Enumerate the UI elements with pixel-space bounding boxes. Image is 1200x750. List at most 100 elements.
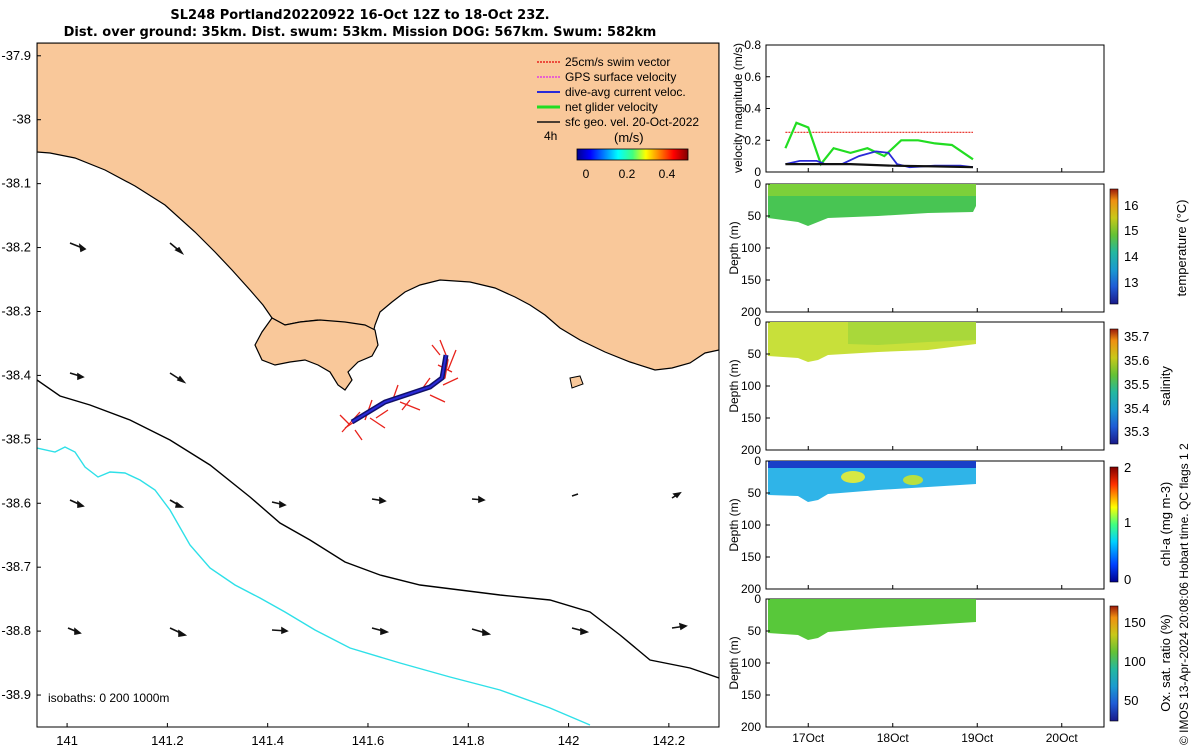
lon-tick-label: 141.4 (251, 733, 284, 748)
depth-tick-label: 50 (748, 347, 762, 361)
depth-ylabel: Depth (m) (728, 498, 741, 551)
depth-tick-label: 150 (741, 273, 761, 287)
lon-tick-label: 141.6 (352, 733, 385, 748)
legend-label-geo: sfc geo. vel. 20-Oct-2022 (565, 115, 699, 129)
lon-tick-label: 141 (56, 733, 78, 748)
chla-surface (768, 461, 976, 468)
isobath-note: isobaths: 0 200 1000m (48, 691, 169, 705)
sal-tick-357: 35.7 (1124, 329, 1149, 344)
depth-tick-label: 100 (741, 241, 761, 255)
legend-label-current: dive-avg current veloc. (565, 85, 686, 99)
ox-tick-150: 150 (1124, 615, 1146, 630)
depth-tick-label: 100 (741, 656, 761, 670)
glider-track-highlight (351, 354, 447, 423)
chla-tick-2: 2 (1124, 460, 1131, 475)
depth-ylabel: Depth (m) (728, 221, 741, 274)
depth-tick-label: 150 (741, 411, 761, 425)
isobath-200 (37, 379, 719, 679)
depth-tick-label: 50 (748, 624, 762, 638)
time-tick-label: 19Oct (961, 731, 994, 745)
velocity-series-line (785, 163, 974, 169)
lat-tick-label: -38.6 (1, 495, 31, 510)
time-tick-label: 20Oct (1046, 731, 1079, 745)
colorbar-title: (m/s) (614, 130, 644, 145)
profile-panels: 0 0.2 0.4 0.6 0.8 velocity magnitude (m/s) t… (728, 38, 1191, 745)
velocity-panel (765, 44, 1105, 173)
depth-tick-label: 150 (741, 688, 761, 702)
sal-tick-356: 35.6 (1124, 353, 1149, 368)
depth-axes: 0 50 100 150 200 Depth (m) 0 50 100 150 200 Depth (… (728, 177, 770, 734)
legend-label-gps: GPS surface velocity (565, 70, 676, 84)
depth-tick-label: 200 (741, 720, 761, 734)
lon-tick-label: 142 (558, 733, 580, 748)
oxygen-label: Ox. sat. ratio (%) (1158, 614, 1173, 712)
velocity-yticks: 0 0.2 0.4 0.6 0.8 (744, 38, 770, 179)
depth-tick-label: 50 (748, 209, 762, 223)
temperature-colorbar (1109, 188, 1119, 305)
temp-tick-14: 14 (1124, 249, 1138, 264)
velocity-series (784, 121, 974, 169)
lon-tick-label: 142.2 (653, 733, 686, 748)
lon-tick-label: 141.8 (452, 733, 485, 748)
time-tick-label: 18Oct (877, 731, 910, 745)
ox-tick-100: 100 (1124, 654, 1146, 669)
lat-tick-label: -38.7 (1, 559, 31, 574)
depth-ylabel: Depth (m) (728, 636, 741, 689)
velocity-series-line (784, 121, 974, 167)
lat-ticks: -37.9 -38 -38.1 -38.2 -38.3 -38.4 -38.5 -38.6 -3… (1, 48, 41, 702)
imos-credit: © IMOS 13-Apr-2024 20:08:06 Hobart time.… (1177, 443, 1191, 745)
depth-ylabel: Depth (m) (728, 359, 741, 412)
temp-tick-15: 15 (1124, 223, 1138, 238)
island (569, 375, 584, 389)
depth-tick-label: 100 (741, 379, 761, 393)
headland (254, 317, 379, 391)
chla-tick-1: 1 (1124, 515, 1131, 530)
map-legend: 25cm/s swim vector GPS surface velocity … (537, 55, 699, 181)
velocity-tick-label: 0.8 (744, 38, 761, 52)
sal-tick-354: 35.4 (1124, 401, 1149, 416)
lat-tick-label: -38.3 (1, 303, 31, 318)
salinity-patch (848, 322, 976, 345)
depth-tick-label: 0 (754, 177, 761, 191)
velocity-tick-label: 0.6 (744, 70, 761, 84)
temperature-upper (768, 184, 976, 196)
lat-tick-label: -38.2 (1, 240, 31, 255)
depth-tick-label: 0 (754, 315, 761, 329)
depth-tick-label: 200 (741, 443, 761, 457)
chla-label: chl-a (mg m-3) (1158, 482, 1173, 567)
lat-tick-label: -38.8 (1, 623, 31, 638)
chart-title-line2: Dist. over ground: 35km. Dist. swum: 53k… (63, 25, 657, 40)
chla-colorbar (1109, 466, 1119, 583)
lon-tick-label: 141.2 (151, 733, 184, 748)
lat-tick-label: -38.4 (1, 367, 31, 382)
depth-tick-label: 200 (741, 582, 761, 596)
map-figure: -37.9 -38 -38.1 -38.2 -38.3 -38.4 -38.5 -38.6 -3… (1, 42, 720, 748)
colorbar-tick-1: 0.2 (619, 167, 636, 181)
speed-colorbar (576, 148, 689, 161)
chla-tick-0: 0 (1124, 572, 1131, 587)
time-ticks: 17Oct 18Oct 19Oct 20Oct (792, 168, 1078, 745)
lat-tick-label: -38 (12, 112, 31, 127)
lat-tick-label: -38.9 (1, 687, 31, 702)
velocity-ylabel: velocity magnitude (m/s) (731, 43, 745, 173)
depth-tick-label: 0 (754, 592, 761, 606)
legend-label-net: net glider velocity (565, 100, 658, 114)
temp-tick-13: 13 (1124, 275, 1138, 290)
velocity-tick-label: 0.4 (744, 102, 761, 116)
colorbar-tick-0: 0 (583, 167, 590, 181)
depth-tick-label: 200 (741, 305, 761, 319)
time-tick-label: 17Oct (792, 731, 825, 745)
chla-patch-1 (841, 471, 865, 483)
salinity-label: salinity (1158, 366, 1173, 406)
depth-tick-label: 0 (754, 454, 761, 468)
sal-tick-355: 35.5 (1124, 377, 1149, 392)
velocity-tick-label: 0.2 (744, 133, 761, 147)
current-arrows (67, 242, 688, 637)
land-mass (37, 43, 719, 371)
isobath-1000 (37, 446, 591, 726)
depth-tick-label: 150 (741, 550, 761, 564)
lat-tick-label: -37.9 (1, 48, 31, 63)
map-frame (36, 42, 720, 728)
chart-title-line1: SL248 Portland20220922 16-Oct 12Z to 18-… (170, 8, 550, 23)
salinity-colorbar (1109, 328, 1119, 445)
